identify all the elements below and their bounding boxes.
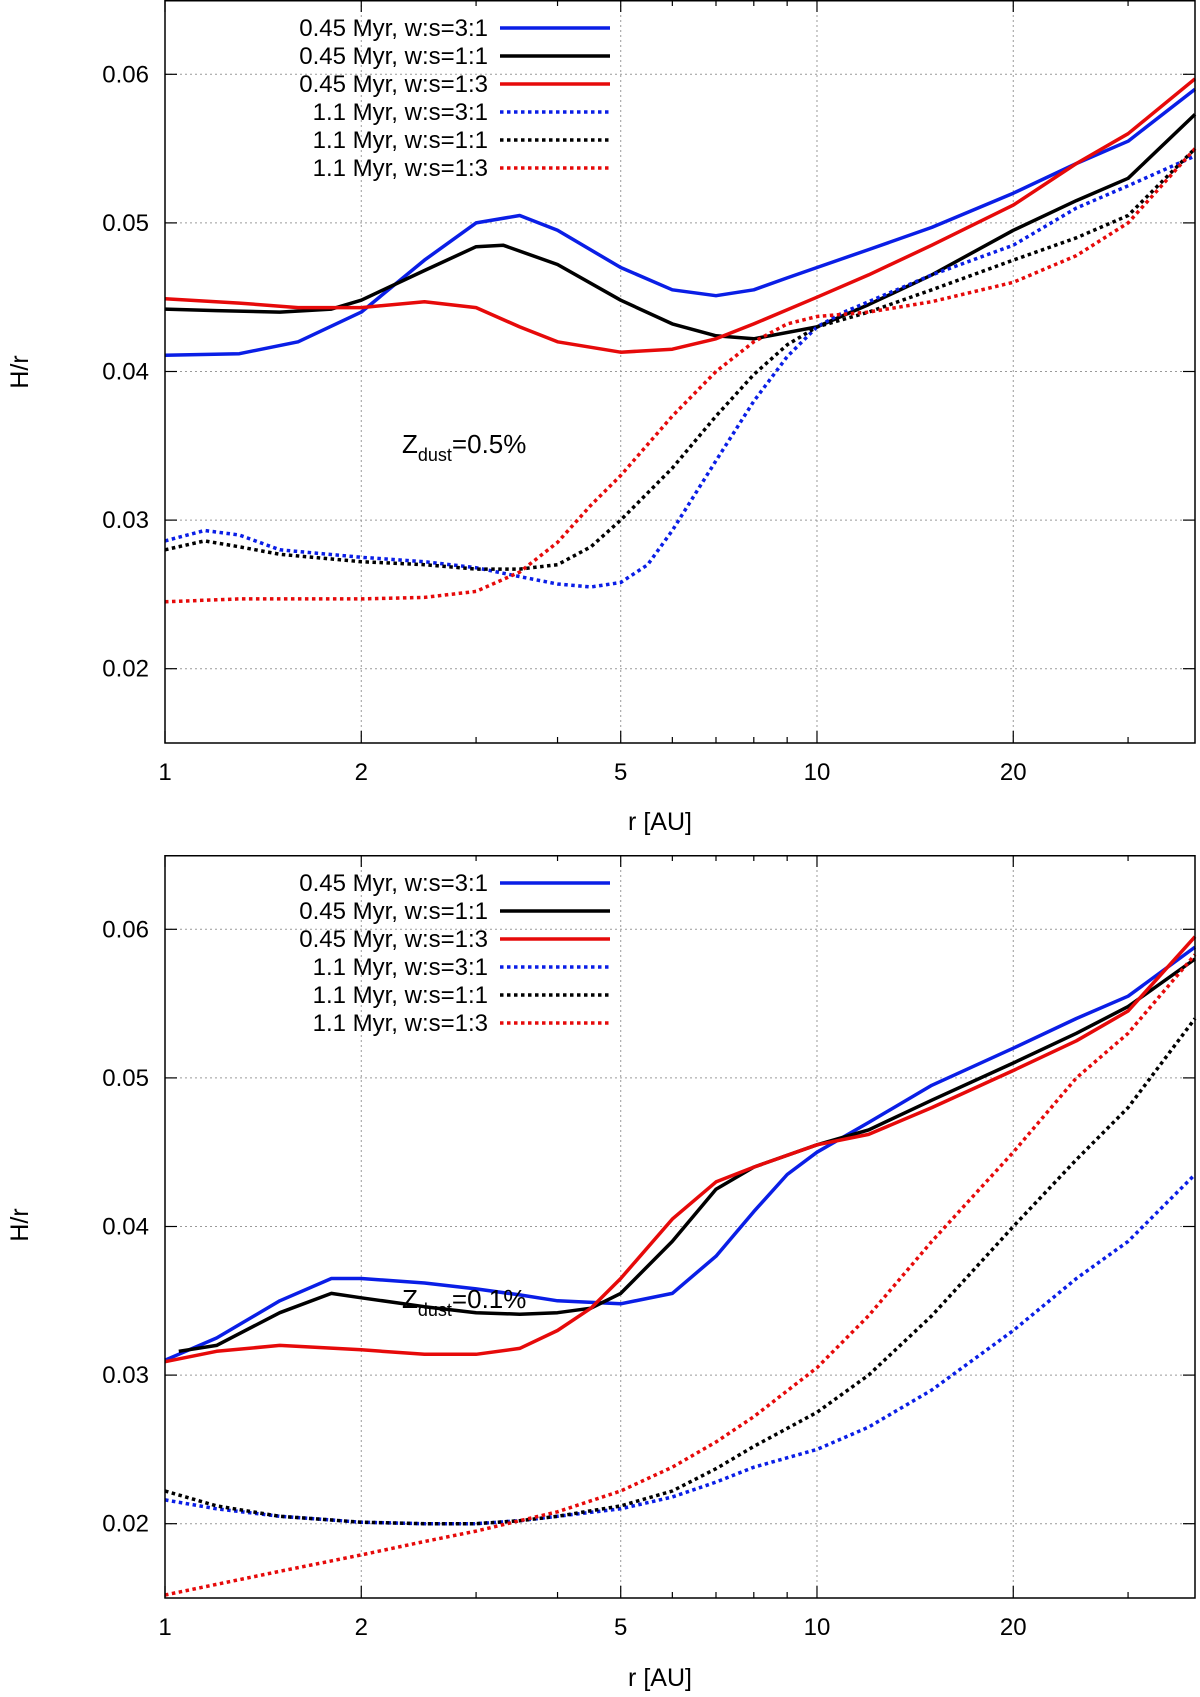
y-tick-label: 0.05 [102,210,149,237]
series-line-2 [164,935,1197,1364]
y-tick-label: 0.06 [102,916,149,943]
series-line-1 [178,957,1197,1354]
z-dust-annotation: Zdust=0.5% [402,429,526,465]
legend-entry-label: 0.45 Myr, w:s=1:3 [299,71,488,98]
series-line-4 [164,147,1197,571]
legend-entry-label: 1.1 Myr, w:s=1:1 [313,982,488,1009]
x-axis-label: r [AU] [628,1664,692,1692]
series-line-0 [164,87,1197,357]
legend-entry-label: 1.1 Myr, w:s=1:3 [313,1010,488,1037]
x-axis-label: r [AU] [628,808,692,836]
legend-entry-label: 1.1 Myr, w:s=3:1 [313,99,488,126]
panel-top: 1 2 5 10 20 0.02 0.03 0.04 0.05 0.06 0.45 Myr, w:s… [6,0,1197,836]
series-line-4 [164,1017,1197,1526]
legend-entry-label: 0.45 Myr, w:s=1:3 [299,926,488,953]
x-tick-label: 1 [158,759,171,786]
y-tick-label: 0.02 [102,1511,149,1538]
x-tick-label: 20 [1000,759,1027,786]
y-tick-label: 0.04 [102,359,149,386]
series-line-5 [164,953,1197,1597]
legend-entry-label: 1.1 Myr, w:s=1:1 [313,127,488,154]
y-tick-label: 0.03 [102,507,149,534]
x-tick-label: 2 [355,759,368,786]
y-axis-label: H/r [6,355,34,388]
legend-entry-label: 1.1 Myr, w:s=3:1 [313,954,488,981]
x-tick-label: 10 [804,759,831,786]
legend-entry-label: 0.45 Myr, w:s=3:1 [299,870,488,897]
plot-frame [164,0,1196,744]
series-line-2 [164,77,1197,354]
z-dust-annotation: Zdust=0.1% [402,1284,526,1320]
x-tick-label: 5 [614,1614,627,1641]
series-line-5 [164,147,1197,604]
panel-bottom: 1 2 5 10 20 0.02 0.03 0.04 0.05 0.06 0.45 Myr, w:s… [6,855,1197,1692]
y-tick-label: 0.02 [102,656,149,683]
y-tick-label: 0.05 [102,1065,149,1092]
x-tick-label: 5 [614,759,627,786]
legend-entry-label: 1.1 Myr, w:s=1:3 [313,155,488,182]
legend-entry-label: 0.45 Myr, w:s=1:1 [299,898,488,925]
y-tick-label: 0.04 [102,1214,149,1241]
y-tick-label: 0.06 [102,61,149,88]
y-tick-label: 0.03 [102,1362,149,1389]
legend-entry-label: 0.45 Myr, w:s=1:1 [299,43,488,70]
x-tick-label: 10 [804,1614,831,1641]
plot-frame [164,855,1196,1599]
y-axis-label: H/r [6,1208,34,1241]
x-tick-label: 20 [1000,1614,1027,1641]
x-tick-label: 2 [355,1614,368,1641]
legend-entry-label: 0.45 Myr, w:s=3:1 [299,15,488,42]
series-line-0 [164,945,1197,1362]
x-tick-label: 1 [158,1614,171,1641]
